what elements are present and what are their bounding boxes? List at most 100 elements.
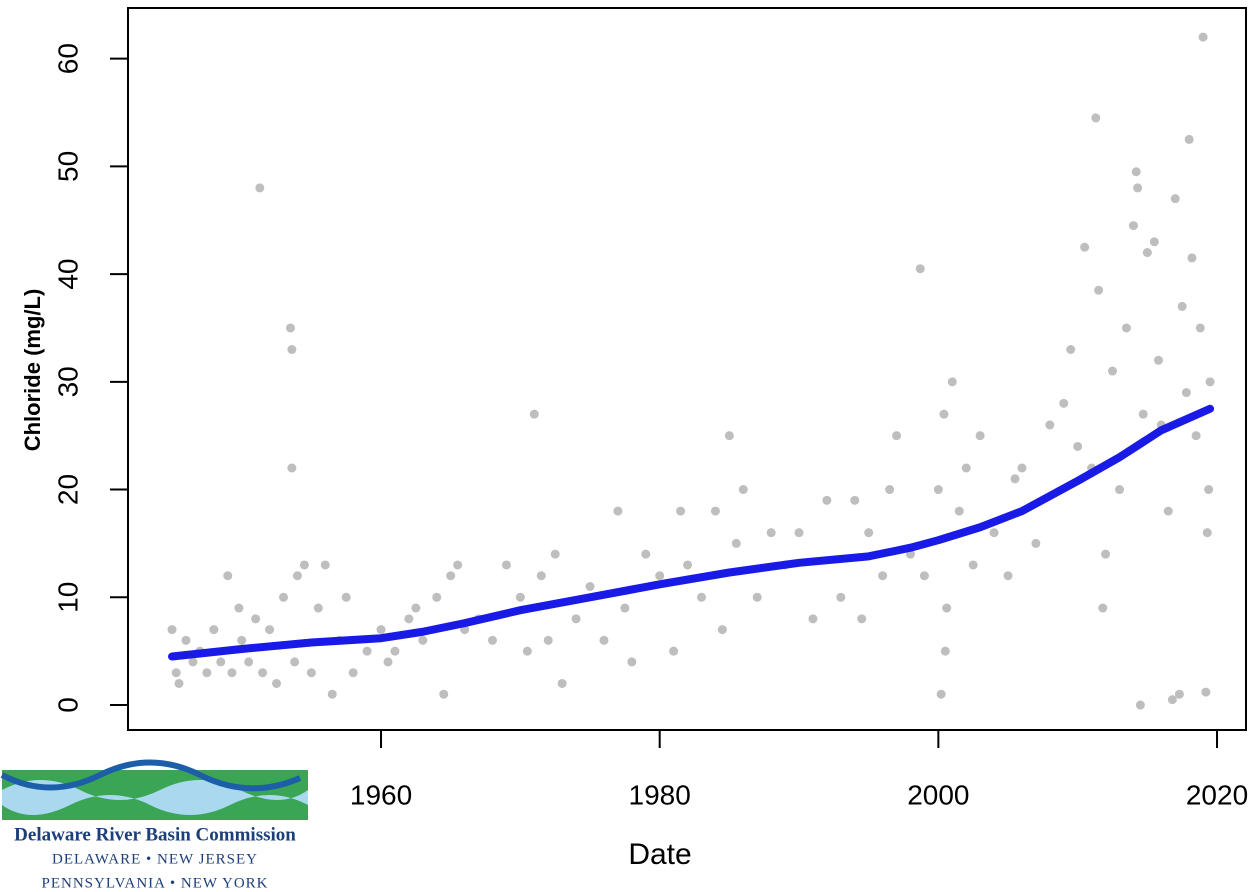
point [1091, 113, 1101, 123]
point [1142, 248, 1152, 258]
point [216, 657, 226, 667]
point [287, 463, 297, 473]
y-tick-label: 10 [52, 582, 83, 613]
point [878, 571, 888, 581]
point [1017, 463, 1027, 473]
point [515, 592, 525, 602]
logo-river [0, 759, 302, 792]
point [1133, 183, 1143, 193]
point [362, 646, 372, 656]
point [1181, 388, 1191, 398]
point [947, 377, 957, 387]
point [892, 431, 902, 441]
point [1170, 194, 1180, 204]
point [278, 592, 288, 602]
point [1135, 700, 1145, 710]
point [1045, 420, 1055, 430]
point [1163, 506, 1173, 516]
point [585, 582, 595, 592]
point [227, 668, 237, 678]
x-tick-label: 2020 [1186, 779, 1248, 810]
y-tick-label: 0 [52, 697, 83, 713]
logo: Delaware River Basin Commission DELAWARE… [0, 759, 308, 891]
point [1059, 398, 1069, 408]
point [669, 646, 679, 656]
point [939, 409, 949, 419]
x-tick-label: 1960 [350, 779, 412, 810]
point [167, 625, 177, 635]
point [299, 560, 309, 570]
point [1010, 474, 1020, 484]
plot-frame [127, 7, 1247, 731]
point [942, 603, 952, 613]
point [919, 571, 929, 581]
point [446, 571, 456, 581]
point [627, 657, 637, 667]
point [1098, 603, 1108, 613]
y-tick-label: 30 [52, 366, 83, 397]
point [1174, 689, 1184, 699]
point [1177, 301, 1187, 311]
point [1080, 242, 1090, 252]
point [1138, 409, 1148, 419]
point [536, 571, 546, 581]
point [1191, 431, 1201, 441]
point [968, 560, 978, 570]
point [341, 592, 351, 602]
point [850, 495, 860, 505]
x-tick-label: 2000 [907, 779, 969, 810]
point [696, 592, 706, 602]
point [522, 646, 532, 656]
point [418, 635, 428, 645]
point [1204, 485, 1214, 495]
point [864, 528, 874, 538]
point [975, 431, 985, 441]
point [348, 668, 358, 678]
point [376, 625, 386, 635]
point [836, 592, 846, 602]
point [766, 528, 776, 538]
point [1073, 441, 1083, 451]
point [251, 614, 261, 624]
point [171, 668, 181, 678]
point [1108, 366, 1118, 376]
point [557, 678, 567, 688]
point [1195, 323, 1205, 333]
point [258, 668, 268, 678]
point [1031, 538, 1041, 548]
point [432, 592, 442, 602]
point [320, 560, 330, 570]
point [174, 678, 184, 688]
point [933, 485, 943, 495]
point [752, 592, 762, 602]
point [710, 506, 720, 516]
point [808, 614, 818, 624]
point [272, 678, 282, 688]
point [676, 506, 686, 516]
point [1153, 355, 1163, 365]
point [717, 625, 727, 635]
logo-line2: PENNSYLVANIA • NEW YORK [41, 875, 268, 891]
point [439, 689, 449, 699]
point [1205, 377, 1215, 387]
y-tick-label: 60 [52, 43, 83, 74]
point [223, 571, 233, 581]
point [313, 603, 323, 613]
point [234, 603, 244, 613]
point [529, 409, 539, 419]
point [1202, 528, 1212, 538]
point [683, 560, 693, 570]
point [936, 689, 946, 699]
point [390, 646, 400, 656]
point [244, 657, 254, 667]
point [1121, 323, 1131, 333]
point [731, 538, 741, 548]
trend-line [168, 404, 1215, 661]
point [641, 549, 651, 559]
point [453, 560, 463, 570]
point [285, 323, 295, 333]
point [1114, 485, 1124, 495]
point [1128, 221, 1138, 231]
point [550, 549, 560, 559]
